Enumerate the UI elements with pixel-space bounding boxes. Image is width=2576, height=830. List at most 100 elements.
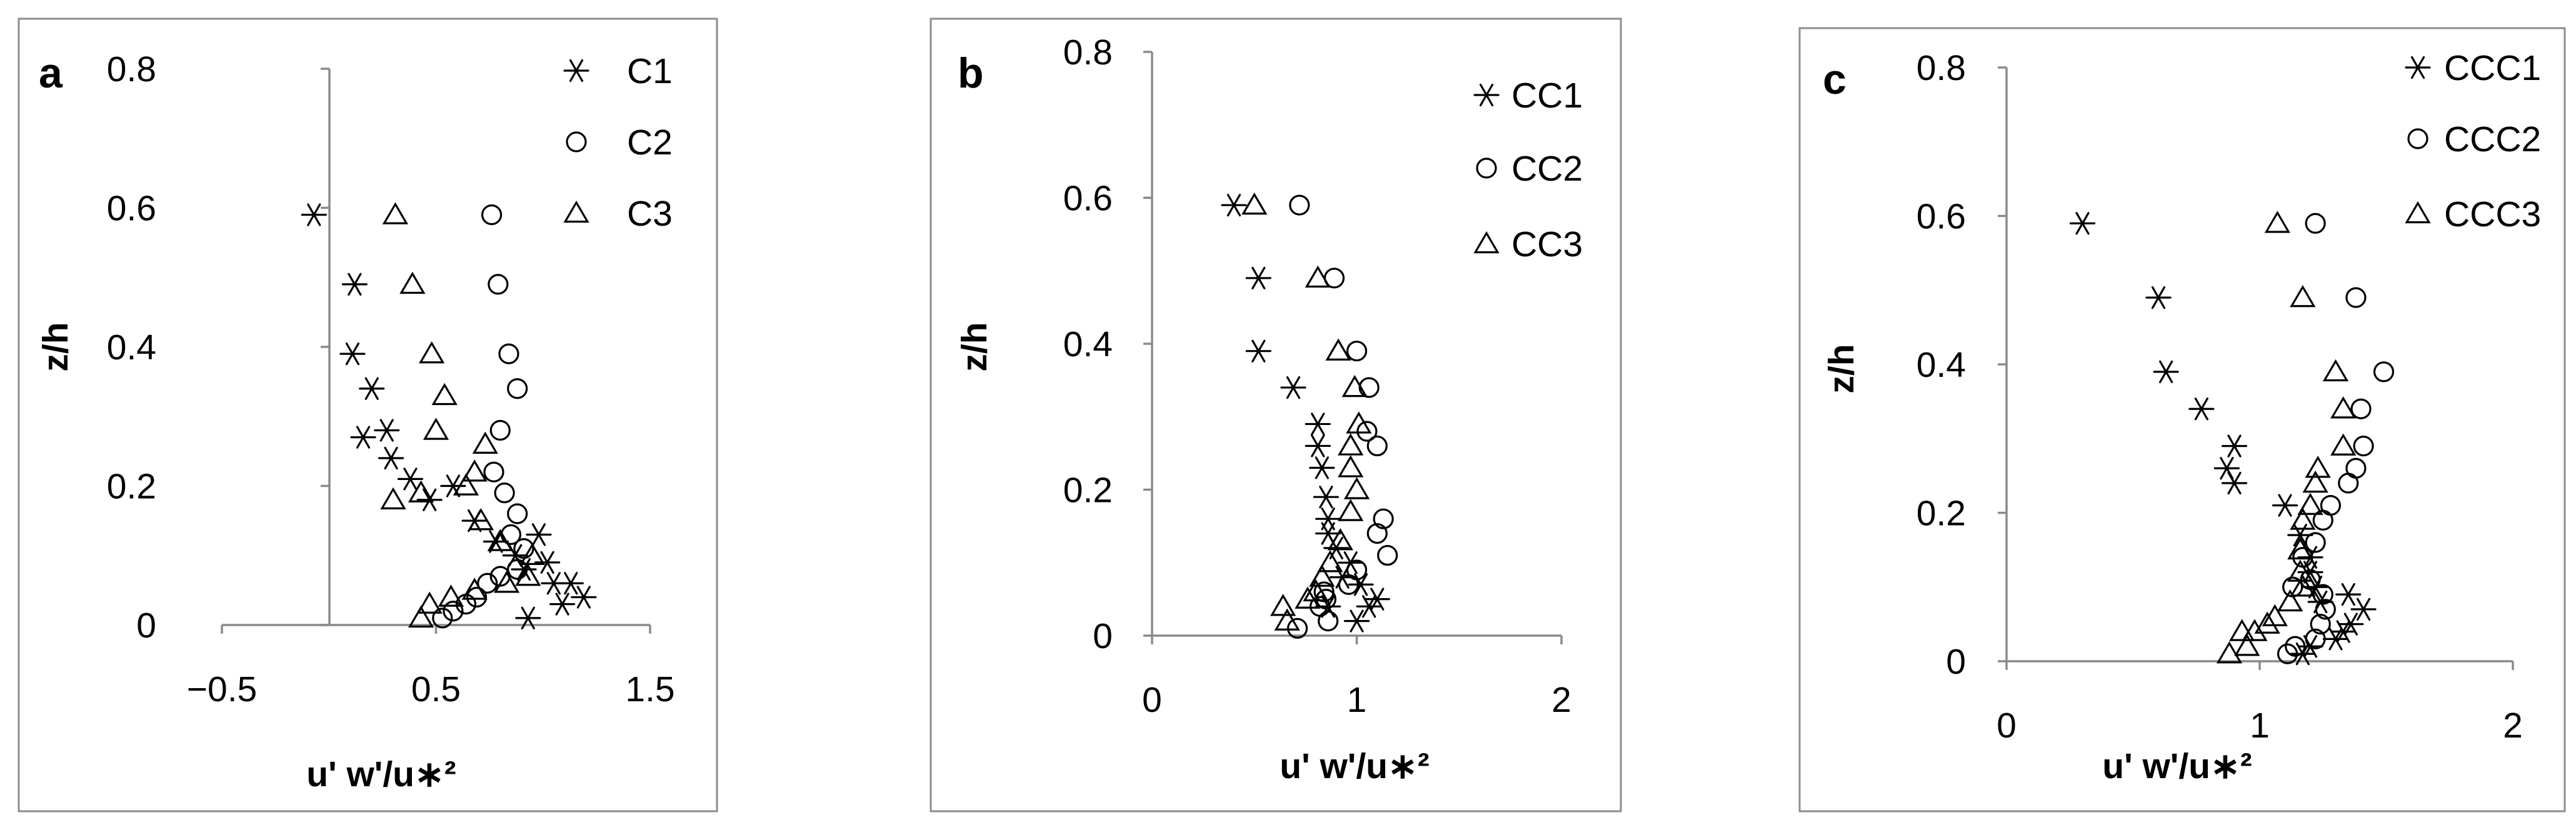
data-point-c3 [461,578,488,600]
data-point-cc3 [1274,608,1300,631]
data-point-c3 [419,341,445,364]
data-point-ccc3 [2290,508,2316,530]
legend: CCC1 CCC2 CCC3 [2405,48,2541,234]
data-point-c3 [399,271,426,294]
data-point-cc1 [1305,434,1331,458]
data-point-ccc2 [2350,398,2372,419]
legend-marker-cc2 [1476,158,1497,179]
legend: CC1 CC2 CC3 [1473,76,1583,264]
data-point-c1 [511,558,537,581]
data-point-ccc3 [2277,589,2303,612]
y-tick-label: 0.4 [107,328,156,368]
data-point-cc2 [1356,421,1378,442]
legend-marker-cc1 [1473,83,1500,107]
data-point-c3 [453,473,479,496]
y-tick-label: 0.8 [1063,32,1113,72]
data-point-ccc3 [2287,537,2313,560]
data-point-cc1 [1280,376,1306,399]
data-point-ccc3 [2264,211,2290,233]
data-point-c1 [549,592,576,616]
data-point-ccc1 [2221,434,2248,458]
data-point-ccc1 [2188,398,2215,421]
series-ccc3 [2216,211,2357,664]
data-point-ccc2 [2373,361,2395,382]
y-tick-label: 0.4 [1063,324,1113,364]
chart-panel-a: −0.5 0.5 1.5 0 0.2 0.4 0.6 0.8 a z/h u' w'/u∗² C1 C2… [18,18,718,812]
y-tick-label: 0.2 [1063,471,1113,511]
legend-marker-cc3 [1473,231,1500,254]
series-c2 [432,204,534,629]
data-point-cc1 [1356,595,1382,618]
data-point-ccc2 [2277,643,2298,664]
data-point-ccc3 [2216,641,2243,664]
series-c1 [301,203,597,630]
y-axis-title: z/h [36,322,76,371]
data-point-cc3 [1338,499,1364,521]
data-point-ccc3 [2234,634,2260,656]
y-axis-title: z/h [1822,344,1862,393]
data-point-ccc3 [2322,359,2349,382]
data-point-cc1 [1245,339,1271,362]
data-point-c3 [438,584,464,607]
legend-label-cc3: CC3 [1511,224,1583,264]
data-point-c3 [461,459,488,482]
data-point-ccc1 [2350,598,2377,621]
series-c3 [380,202,546,628]
legend-marker-ccc2 [2407,128,2428,149]
data-point-cc1 [1343,609,1370,632]
data-point-c1 [359,377,385,400]
legend-marker-c2 [566,131,587,152]
data-point-c1 [378,446,404,470]
data-point-c1 [526,523,552,546]
legend: C1 C2 C3 [563,51,673,234]
y-tick-label: 0 [136,606,156,646]
data-point-cc2 [1286,618,1308,639]
legend-marker-c3 [563,200,589,223]
data-point-ccc1 [2069,212,2096,235]
data-point-cc3 [1343,477,1370,499]
data-point-cc3 [1346,411,1372,434]
chart-panel-b: 0 1 2 0 0.2 0.4 0.6 0.8 b z/h u' w'/u∗² CC1 CC2 CC3 [930,18,1622,812]
data-point-ccc3 [2229,619,2255,641]
data-point-ccc1 [2335,582,2362,606]
data-point-ccc2 [2312,509,2333,531]
data-point-ccc3 [2302,470,2328,493]
data-point-c3 [382,202,409,224]
data-point-c3 [408,480,434,502]
x-tick-label: 0 [1142,680,1162,720]
data-point-c3 [515,563,541,586]
legend-label-c2: C2 [627,122,673,162]
data-point-ccc3 [2330,433,2357,456]
data-point-cc2 [1289,194,1310,216]
data-point-c3 [519,542,546,565]
data-point-ccc3 [2330,396,2357,419]
data-point-c1 [350,426,376,449]
chart-panel-c: 0 1 200.20.40.60.8cz/hu' w'/u∗²CCC1CCC2CCC… [1798,27,2566,812]
x-tick-label: 1 [1347,680,1367,720]
panel-letter: a [39,49,63,97]
legend-label-ccc3: CCC3 [2444,194,2541,234]
x-tick-label: 1.5 [625,669,674,709]
y-tick-label: 0.4 [1917,345,1966,385]
data-point-cc3 [1341,374,1368,398]
data-point-ccc2 [2305,212,2326,234]
legend-label-c1: C1 [627,51,673,91]
data-point-ccc1 [2145,286,2172,309]
data-point-c2 [466,586,488,608]
data-point-c3 [423,418,449,440]
data-point-ccc1 [2322,628,2349,651]
data-point-cc3 [1325,338,1351,361]
data-point-cc1 [1313,486,1339,509]
panel-letter: c [1823,56,1847,103]
data-point-c1 [339,342,366,366]
data-point-ccc3 [2242,619,2268,641]
data-point-cc3 [1241,192,1268,215]
data-point-cc3 [1338,433,1364,456]
legend-label-cc2: CC2 [1511,149,1583,189]
data-point-ccc2 [2353,436,2374,457]
data-point-c3 [408,605,434,628]
data-point-cc3 [1338,455,1364,478]
data-point-cc3 [1295,586,1321,609]
data-point-c1 [534,551,561,574]
